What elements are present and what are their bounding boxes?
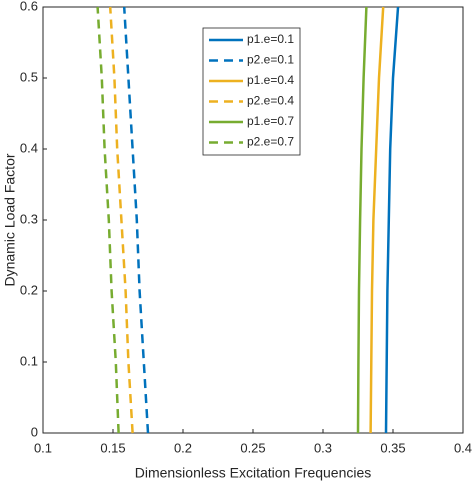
y-tick-label: 0.3 — [20, 211, 38, 226]
legend-label: p2.e=0.7 — [247, 135, 294, 149]
x-axis-label: Dimensionless Excitation Frequencies — [135, 465, 372, 481]
y-tick-label: 0.1 — [20, 353, 38, 368]
legend-box — [202, 27, 301, 156]
series-line — [96, 6, 120, 434]
y-tick-label: 0.6 — [20, 0, 38, 13]
y-tick-label: 0 — [31, 424, 38, 439]
series-line — [108, 6, 134, 434]
legend-label: p1.e=0.7 — [247, 114, 294, 128]
y-tick-label: 0.5 — [20, 69, 38, 84]
x-tick-label: 0.15 — [100, 440, 125, 455]
legend-label: p1.e=0.4 — [247, 73, 294, 87]
series-line — [384, 6, 400, 434]
series-line — [369, 6, 385, 434]
x-tick-label: 0.2 — [174, 440, 192, 455]
series-line — [356, 6, 368, 434]
x-tick-label: 0.25 — [240, 440, 265, 455]
x-tick-label: 0.1 — [34, 440, 52, 455]
legend-label: p2.e=0.4 — [247, 94, 294, 108]
x-tick-label: 0.4 — [454, 440, 472, 455]
y-axis-label: Dynamic Load Factor — [2, 153, 18, 286]
legend-label: p1.e=0.1 — [247, 32, 294, 46]
y-tick-label: 0.4 — [20, 140, 38, 155]
legend-label: p2.e=0.1 — [247, 53, 294, 67]
x-tick-label: 0.3 — [314, 440, 332, 455]
y-tick-label: 0.2 — [20, 282, 38, 297]
x-tick-label: 0.35 — [380, 440, 405, 455]
series-line — [122, 6, 150, 434]
